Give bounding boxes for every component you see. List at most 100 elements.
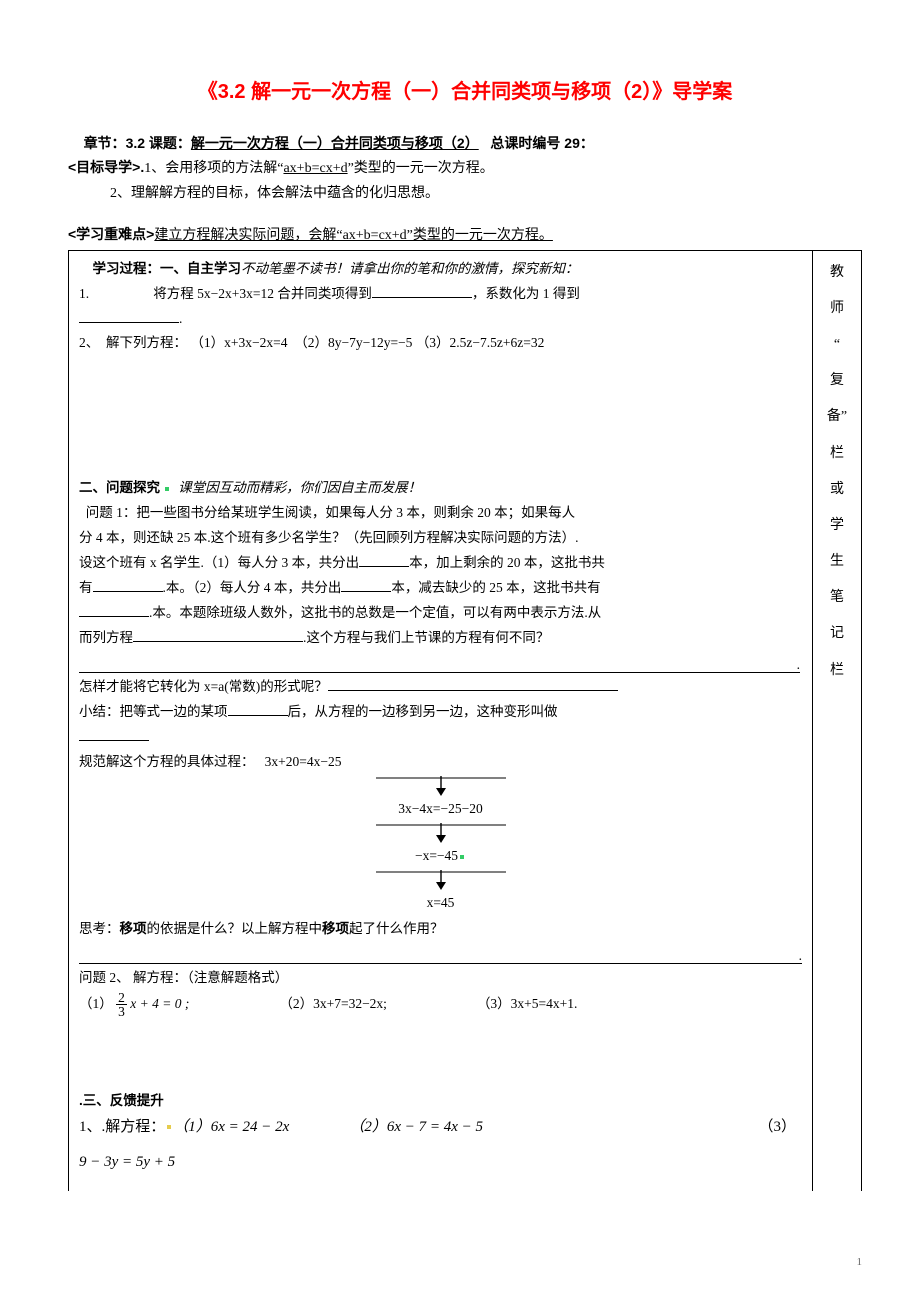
doc-title: 《3.2 解一元一次方程（一）合并同类项与移项（2）》导学案 [68, 75, 862, 104]
think-b2: 移项 [322, 921, 349, 936]
objective1-eq: ax+b=cx+d [283, 161, 347, 176]
process-heading: 学习过程：一、自主学习不动笔墨不读书！请拿出你的笔和你的激情，探究新知： [79, 257, 802, 282]
q2: 2、 解下列方程： （1）x+3x−2x=4 （2）8y−7y−12y=−5 （… [79, 331, 802, 356]
sec2-heading: 二、问题探究 课堂因互动而精彩，你们因自主而发展！ [79, 476, 802, 501]
p1-blank4 [79, 603, 149, 618]
p1-blank5 [133, 628, 303, 643]
page-number: 1 [857, 1256, 863, 1268]
p1-line5: .本。本题除班级人数外，这批书的总数是一个定值，可以有两中表示方法.从 [79, 601, 802, 626]
p1-line3: 设这个班有 x 名学生.（1）每人分 3 本，共分出 本，加上剩余的 20 本，这… [79, 551, 802, 576]
arrow2 [79, 823, 802, 843]
workspace-gap-2 [79, 1019, 802, 1089]
p2-a-tail: x + 4 = 0 ; [130, 996, 189, 1011]
keypoint-line: <学习重难点>建立方程解决实际问题，会解“ax+b=cx+d”类型的一元一次方程… [68, 223, 862, 247]
objective-line-2: 2、理解解方程的目标，体会解法中蕴含的化归思想。 [68, 183, 862, 205]
f1-label-text: 1、.解方程： [79, 1119, 165, 1135]
p2-label: 问题 2、 [79, 970, 130, 985]
keypoint-value: 建立方程解决实际问题，会解“ax+b=cx+d”类型的一元一次方程。 [154, 228, 553, 243]
f1-a: （1）6x = 24 − 2x [173, 1114, 289, 1142]
p2-items: （1） 2 3 x + 4 = 0 ; （2）3x+7=32−2x; （3）3x… [79, 991, 802, 1019]
think-mid: 的依据是什么？以上解方程中 [147, 921, 323, 936]
fraction: 2 3 [116, 991, 127, 1019]
think-b1: 移项 [120, 921, 147, 936]
frac-num: 2 [116, 991, 127, 1006]
p1-label: 问题 1： [86, 505, 137, 520]
p1-l4c: 本，减去缺少的 25 本，这批书共有 [391, 580, 600, 595]
q2-b: （2）8y−7y−12y=−5 [294, 335, 412, 350]
arrow3 [79, 870, 802, 890]
p1-blank2 [93, 578, 163, 593]
q2-c: （3）2.5z−7.5z+6z=32 [416, 335, 545, 350]
side-char: 栏 [813, 655, 861, 687]
q2-text: 解下列方程： [106, 335, 187, 350]
p1-blank6 [328, 677, 618, 692]
page: 《3.2 解一元一次方程（一）合并同类项与移项（2）》导学案 章节：3.2 课题… [0, 0, 920, 1302]
main-column: 学习过程：一、自主学习不动笔墨不读书！请拿出你的笔和你的激情，探究新知： 1. … [68, 251, 813, 1192]
green-dot-icon [165, 487, 169, 491]
q2-a: （1）x+3x−2x=4 [190, 335, 287, 350]
p1-l3a: 设这个班有 x 名学生.（1）每人分 3 本，共分出 [79, 555, 359, 570]
f1-d: 9 − 3y = 5y + 5 [79, 1149, 802, 1177]
content-table: 学习过程：一、自主学习不动笔墨不读书！请拿出你的笔和你的激情，探究新知： 1. … [68, 250, 862, 1192]
objective1-pre: 1、会用移项的方法解“ [144, 161, 283, 176]
think-tail: 起了什么作用？ [349, 921, 444, 936]
p1-fullblank1: . [79, 653, 800, 673]
think-blank: . [79, 944, 802, 964]
side-char: 复 [813, 365, 861, 397]
p2-text: 解方程：（注意解题格式） [133, 970, 288, 985]
side-char: 教 [813, 257, 861, 289]
f1-line: 1、.解方程： （1）6x = 24 − 2x （2）6x − 7 = 4x −… [79, 1114, 802, 1142]
think-line: 思考：移项的依据是什么？以上解方程中移项起了什么作用？ [79, 917, 802, 942]
p2-a-pre: （1） [79, 996, 113, 1011]
q1-blank2 [79, 308, 179, 323]
sec1-slogan: 不动笔墨不读书！请拿出你的笔和你的激情，探究新知： [241, 261, 579, 276]
arrow-icon [356, 823, 526, 843]
p2-a: （1） 2 3 x + 4 = 0 ; [79, 991, 189, 1019]
demo-label-line: 规范解这个方程的具体过程： 3x+20=4x−25 [79, 750, 802, 775]
side-char: 栏 [813, 438, 861, 470]
p1-line6: 而列方程.这个方程与我们上节课的方程有何不同？ [79, 626, 802, 651]
objective1-tail: ”类型的一元一次方程。 [348, 161, 494, 176]
topic-value: 解一元一次方程（一）合并同类项与移项（2） [191, 135, 479, 151]
p1-blank3 [341, 578, 391, 593]
side-char: 记 [813, 618, 861, 650]
arrow-icon [356, 870, 526, 890]
objective2: 2、理解解方程的目标，体会解法中蕴含的化归思想。 [110, 186, 439, 201]
sec2-slogan: 课堂因互动而精彩，你们因自主而发展！ [178, 480, 421, 495]
sec1-head: 一、自主学习 [160, 261, 241, 276]
top-rule [68, 60, 862, 61]
p1-l5a: .本。本题除班级人数外，这批书的总数是一个定值，可以有两中表示方法.从 [149, 605, 601, 620]
p1-line1: 问题 1：把一些图书分给某班学生阅读，如果每人分 3 本，则剩余 20 本；如果… [79, 501, 802, 526]
demo-eq3-line: −x=−45 [79, 844, 802, 869]
side-char: 笔 [813, 582, 861, 614]
workspace-gap-1 [79, 356, 802, 476]
side-char: 备” [813, 401, 861, 433]
side-char: 生 [813, 546, 861, 578]
p1-l1: 把一些图书分给某班学生阅读，如果每人分 3 本，则剩余 20 本；如果每人 [136, 505, 575, 520]
total-value: 29： [564, 135, 594, 151]
p1-blank7 [228, 702, 288, 717]
chapter-label: 章节： [84, 135, 126, 151]
p1-l3b: 本，加上剩余的 20 本，这批书共 [409, 555, 605, 570]
sec3-head: .三、反馈提升 [79, 1089, 802, 1114]
think-label: 思考： [79, 921, 120, 936]
q1-a: 将方程 5x−2x+3x=12 合并同类项得到 [153, 286, 372, 301]
arrow-icon [356, 776, 526, 796]
f1-b: （2）6x − 7 = 4x − 5 [349, 1114, 483, 1142]
p1-sum-b: 后，从方程的一边移到另一边，这种变形叫做 [288, 704, 558, 719]
demo-eq3: −x=−45 [415, 848, 458, 863]
f1-label: 1、.解方程： [79, 1114, 173, 1142]
q1-c: . [179, 311, 182, 326]
p1-sum-blank [79, 725, 802, 750]
q1-pre: 1. [79, 286, 89, 301]
chapter-value: 3.2 [126, 135, 145, 151]
demo-eq4: x=45 [79, 891, 802, 916]
p1-l6b: .这个方程与我们上节课的方程有何不同？ [303, 630, 549, 645]
frac-den: 3 [116, 1005, 127, 1019]
side-char: 师 [813, 293, 861, 325]
q1-b: ，系数化为 1 得到 [472, 286, 580, 301]
demo-label: 规范解这个方程的具体过程： [79, 754, 255, 769]
yellow-dot-icon [167, 1125, 171, 1129]
side-column: 教 师 “ 复 备” 栏 或 学 生 笔 记 栏 [813, 251, 862, 1192]
keypoint-label: <学习重难点> [68, 226, 154, 242]
